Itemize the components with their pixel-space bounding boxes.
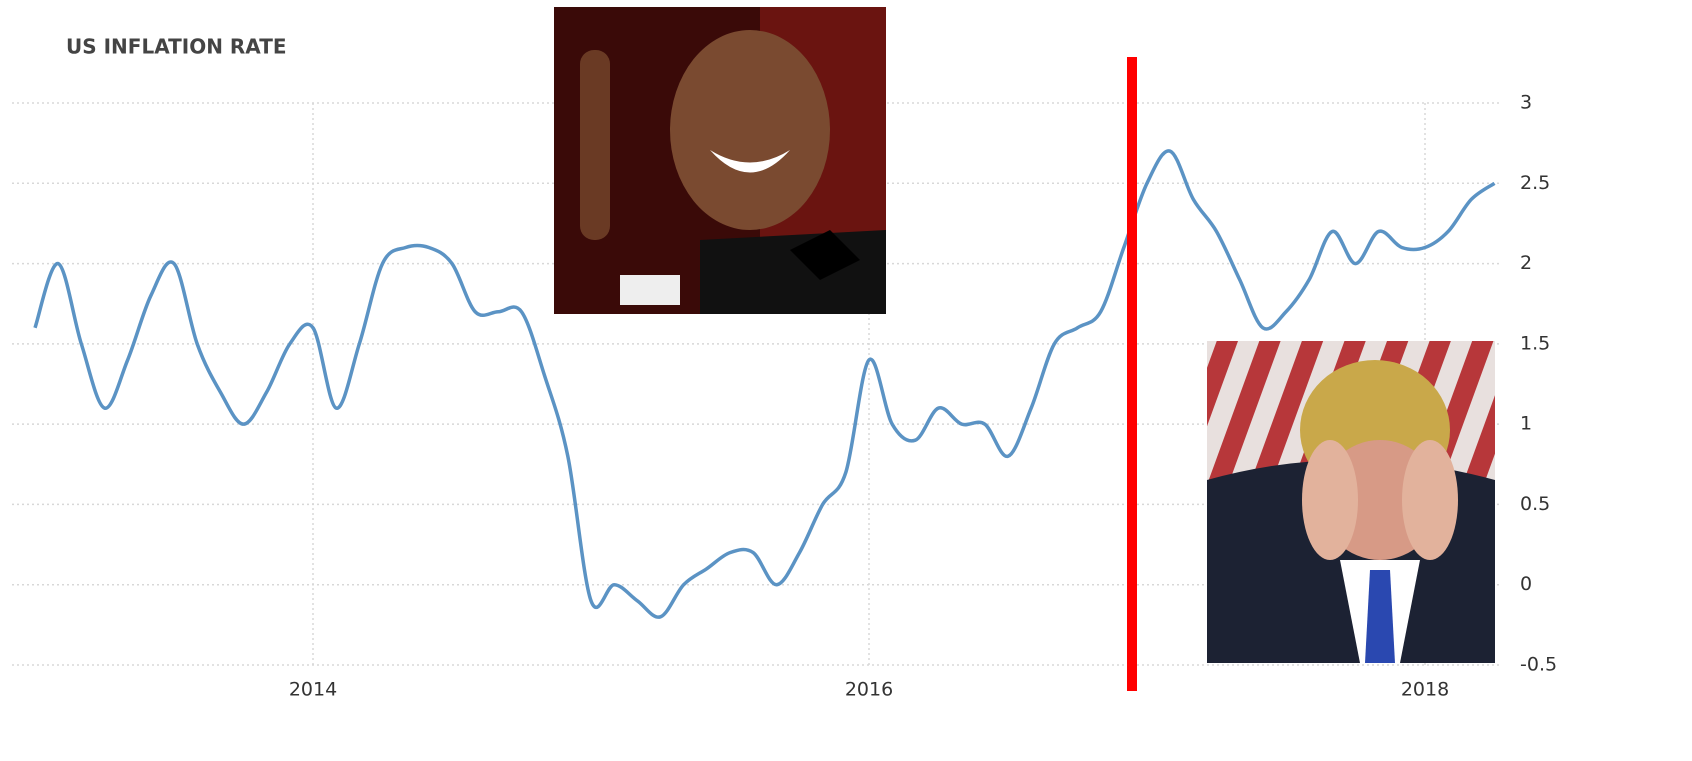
plot [33,149,1496,619]
x-tick-label: 2018 [1401,679,1449,701]
y-tick-label: 1.5 [1520,332,1550,354]
photo-left [554,7,886,314]
photo-right [1207,341,1495,663]
y-tick-label: 3 [1520,92,1532,114]
x-tick-label: 2016 [845,679,893,701]
y-tick-label: 0 [1520,573,1532,595]
y-tick-label: -0.5 [1520,654,1557,676]
x-tick-label: 2014 [289,679,337,701]
y-tick-label: 2 [1520,252,1532,274]
y-tick-label: 1 [1520,413,1532,435]
y-tick-label: 2.5 [1520,172,1550,194]
marker-line [1127,57,1137,691]
y-tick-label: 0.5 [1520,493,1550,515]
data-line [33,149,1496,619]
chart-title: US INFLATION RATE [66,35,287,59]
